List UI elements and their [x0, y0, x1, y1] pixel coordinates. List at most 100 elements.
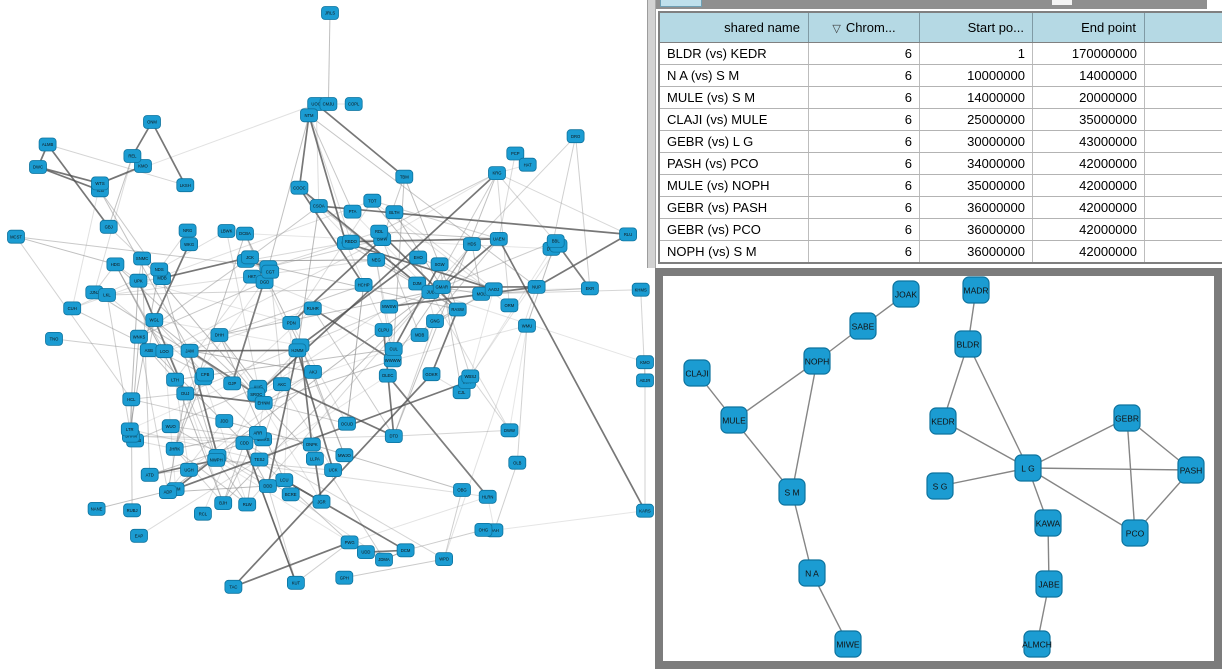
graph-node[interactable]: LCU	[275, 473, 294, 488]
node-shape[interactable]	[426, 314, 444, 329]
node-shape[interactable]	[488, 166, 506, 181]
node-shape[interactable]	[286, 575, 305, 590]
node-shape[interactable]	[834, 630, 862, 658]
subnet-node-almch[interactable]: ALMCH	[1022, 630, 1052, 658]
edge[interactable]	[392, 325, 528, 361]
edge[interactable]	[494, 510, 646, 531]
table-cell[interactable]: 7.5	[1144, 86, 1222, 109]
node-shape[interactable]	[408, 276, 427, 291]
edge[interactable]	[267, 350, 299, 487]
edge[interactable]	[138, 280, 292, 324]
subnet-edge-LG-GEBR[interactable]	[1027, 417, 1128, 469]
node-shape[interactable]	[214, 496, 233, 511]
node-shape[interactable]	[1034, 509, 1062, 537]
node-shape[interactable]	[720, 406, 748, 434]
graph-node[interactable]: OLB	[508, 455, 527, 470]
node-shape[interactable]	[133, 251, 152, 266]
subnet-node-na[interactable]: N A	[798, 559, 826, 587]
graph-node[interactable]: KMO	[636, 355, 654, 370]
edge[interactable]	[469, 376, 510, 431]
table-cell[interactable]: 6	[808, 152, 920, 175]
node-shape[interactable]	[384, 342, 403, 356]
graph-node[interactable]: BJH	[214, 496, 233, 511]
table-cell[interactable]: N A (vs) S M	[659, 64, 809, 87]
graph-node[interactable]: HCHP	[354, 277, 373, 292]
node-shape[interactable]	[106, 257, 125, 272]
edge[interactable]	[203, 378, 259, 434]
node-shape[interactable]	[1121, 519, 1149, 547]
node-shape[interactable]	[150, 262, 169, 277]
graph-node[interactable]: WPD	[435, 552, 454, 566]
table-cell[interactable]: CLAJI (vs) MULE	[659, 108, 809, 131]
node-shape[interactable]	[176, 178, 195, 193]
edge[interactable]	[37, 166, 101, 185]
node-shape[interactable]	[140, 467, 159, 482]
subnet-node-sg[interactable]: S G	[926, 472, 954, 500]
node-shape[interactable]	[241, 250, 259, 265]
edge[interactable]	[106, 294, 132, 436]
edge[interactable]	[387, 375, 489, 498]
edge[interactable]	[378, 231, 421, 336]
node-shape[interactable]	[474, 523, 493, 537]
node-shape[interactable]	[340, 535, 359, 550]
edge[interactable]	[290, 200, 373, 324]
graph-node[interactable]: ONM	[143, 115, 161, 129]
node-shape[interactable]	[929, 407, 957, 435]
edge[interactable]	[138, 281, 265, 338]
graph-node[interactable]: UPK	[129, 273, 148, 288]
node-shape[interactable]	[367, 252, 386, 267]
node-shape[interactable]	[309, 199, 328, 213]
edge[interactable]	[493, 462, 518, 531]
node-shape[interactable]	[29, 160, 47, 174]
edge[interactable]	[149, 442, 245, 476]
tab-fragment-icon[interactable]	[660, 0, 702, 7]
edge[interactable]	[106, 294, 206, 375]
node-shape[interactable]	[380, 299, 399, 314]
node-shape[interactable]	[500, 423, 519, 438]
edge[interactable]	[99, 190, 191, 352]
graph-node[interactable]: KRG	[488, 166, 506, 181]
edge[interactable]	[296, 205, 320, 351]
graph-node[interactable]: GNG	[426, 314, 444, 329]
edge[interactable]	[259, 459, 350, 543]
graph-node[interactable]: RUHR	[303, 301, 322, 316]
graph-node[interactable]: NEG	[367, 252, 386, 267]
node-shape[interactable]	[448, 302, 467, 317]
table-cell[interactable]: PASH (vs) PCO	[659, 152, 809, 175]
node-shape[interactable]	[180, 462, 198, 477]
node-shape[interactable]	[235, 436, 254, 450]
node-shape[interactable]	[341, 234, 360, 249]
node-shape[interactable]	[91, 176, 109, 191]
table-cell[interactable]: 6	[808, 42, 920, 65]
edge[interactable]	[344, 558, 445, 579]
node-shape[interactable]	[778, 478, 806, 506]
node-shape[interactable]	[500, 298, 519, 313]
graph-node[interactable]: EKR	[581, 281, 599, 296]
edge[interactable]	[393, 429, 510, 437]
table-cell[interactable]: 42000000	[1032, 174, 1145, 197]
graph-node[interactable]: CLPU	[374, 323, 393, 337]
node-shape[interactable]	[343, 204, 362, 219]
graph-node[interactable]: EHO	[409, 250, 428, 265]
table-cell[interactable]: 43000000	[1032, 130, 1145, 153]
edge[interactable]	[129, 382, 233, 430]
column-header-endpoint[interactable]: End point	[1032, 12, 1145, 43]
subnet-node-claji[interactable]: CLAJI	[683, 359, 711, 387]
edge[interactable]	[215, 459, 248, 505]
edge[interactable]	[575, 136, 591, 289]
graph-node[interactable]: HJMM	[288, 343, 307, 358]
graph-node[interactable]: SGW	[430, 257, 449, 272]
node-shape[interactable]	[312, 494, 331, 509]
node-shape[interactable]	[489, 231, 508, 246]
node-shape[interactable]	[224, 579, 243, 594]
graph-node[interactable]: RBDO	[341, 234, 360, 249]
table-cell[interactable]: 16.9	[1144, 130, 1222, 153]
graph-node[interactable]: GOKR	[422, 367, 441, 382]
node-shape[interactable]	[1177, 456, 1205, 484]
edge[interactable]	[430, 240, 556, 293]
table-cell[interactable]: 192.0	[1144, 42, 1222, 65]
graph-node[interactable]: EHNM	[254, 395, 273, 410]
node-shape[interactable]	[303, 301, 322, 316]
node-shape[interactable]	[129, 273, 148, 288]
graph-node[interactable]: CJL	[452, 385, 471, 400]
